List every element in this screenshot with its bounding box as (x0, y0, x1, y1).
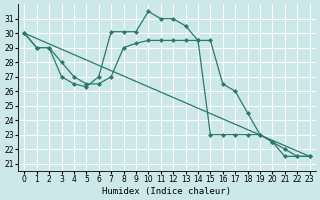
X-axis label: Humidex (Indice chaleur): Humidex (Indice chaleur) (102, 187, 231, 196)
